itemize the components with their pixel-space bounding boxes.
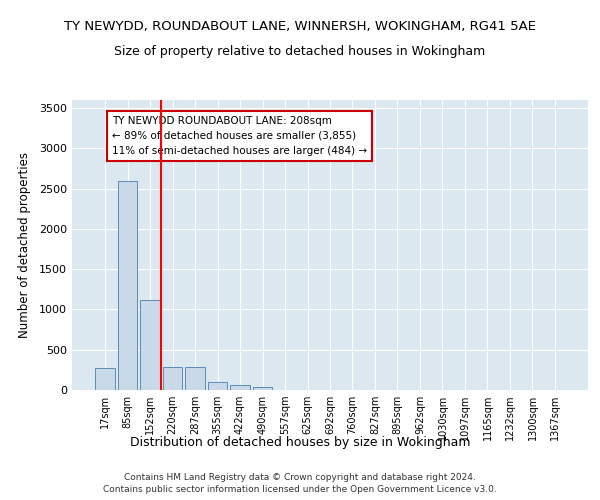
Bar xyxy=(140,300,160,390)
Text: TY NEWYDD ROUNDABOUT LANE: 208sqm
← 89% of detached houses are smaller (3,855)
1: TY NEWYDD ROUNDABOUT LANE: 208sqm ← 89% … xyxy=(112,116,367,156)
Bar xyxy=(163,367,182,390)
Text: Contains HM Land Registry data © Crown copyright and database right 2024.: Contains HM Land Registry data © Crown c… xyxy=(124,473,476,482)
Bar xyxy=(185,367,205,390)
Bar xyxy=(230,385,250,390)
Bar xyxy=(253,387,272,390)
Bar xyxy=(95,368,115,390)
Y-axis label: Number of detached properties: Number of detached properties xyxy=(17,152,31,338)
Bar xyxy=(208,382,227,390)
Bar xyxy=(118,180,137,390)
Text: Contains public sector information licensed under the Open Government Licence v3: Contains public sector information licen… xyxy=(103,486,497,494)
Text: Size of property relative to detached houses in Wokingham: Size of property relative to detached ho… xyxy=(115,45,485,58)
Text: Distribution of detached houses by size in Wokingham: Distribution of detached houses by size … xyxy=(130,436,470,449)
Text: TY NEWYDD, ROUNDABOUT LANE, WINNERSH, WOKINGHAM, RG41 5AE: TY NEWYDD, ROUNDABOUT LANE, WINNERSH, WO… xyxy=(64,20,536,33)
